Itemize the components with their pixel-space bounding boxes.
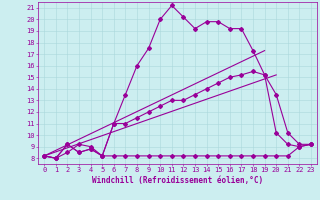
X-axis label: Windchill (Refroidissement éolien,°C): Windchill (Refroidissement éolien,°C) — [92, 176, 263, 185]
